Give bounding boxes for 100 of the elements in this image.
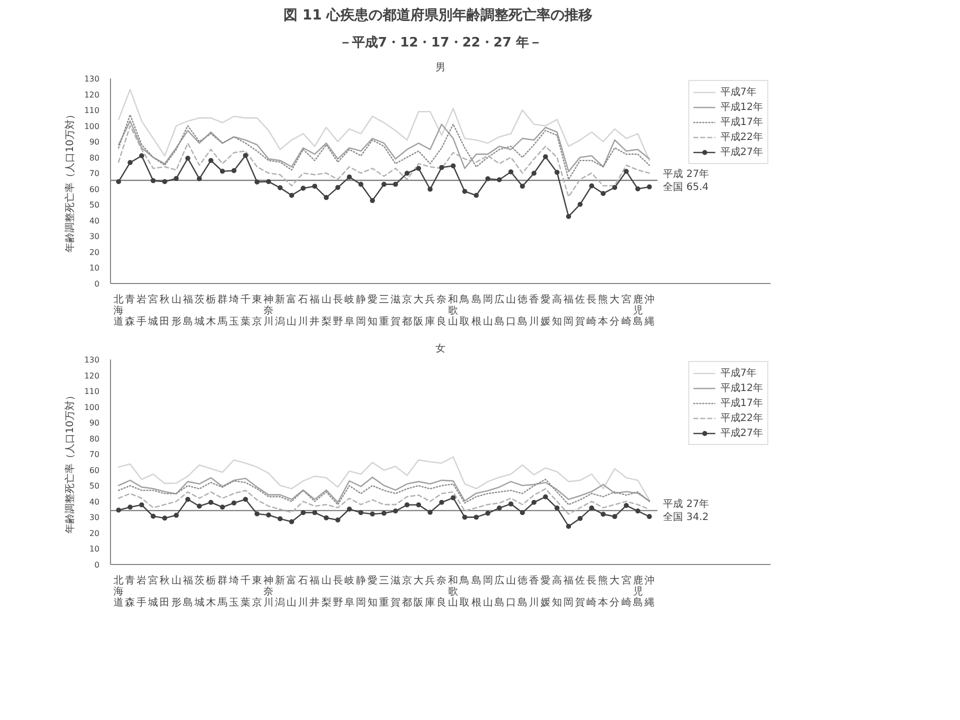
point: [462, 514, 468, 520]
x-tick-label: 富山: [286, 574, 297, 608]
point: [139, 153, 144, 158]
point: [243, 152, 248, 158]
y-tick-label: 120: [84, 371, 100, 380]
x-tick-label: 福岡: [564, 294, 574, 328]
x-tick-label: 石川: [298, 576, 308, 608]
x-tick-label: 愛知: [367, 574, 378, 608]
x-tick-label: 三重: [378, 576, 389, 608]
y-tick-label: 90: [89, 138, 100, 147]
point: [300, 510, 306, 516]
point: [370, 198, 375, 204]
x-tick-label: 宮崎: [621, 294, 632, 328]
x-tick-label: 栃木: [206, 294, 216, 328]
point: [531, 170, 536, 176]
y-tick-label: 10: [89, 544, 100, 554]
x-tick-label: 愛媛: [540, 574, 550, 608]
line-series: [118, 125, 650, 198]
y-tick-label: 100: [84, 122, 100, 131]
point: [496, 506, 502, 511]
x-tick-label: 長野: [332, 576, 343, 608]
x-tick-label: 北海道: [114, 574, 124, 608]
x-tick-label: 大分: [610, 574, 620, 608]
point: [566, 524, 572, 529]
point: [254, 179, 260, 184]
point: [578, 202, 583, 207]
point: [208, 500, 214, 505]
point: [520, 184, 525, 189]
point: [174, 176, 179, 181]
point: [196, 504, 202, 509]
x-tick-label: 群馬: [216, 294, 228, 328]
x-tick-label: 香川: [528, 574, 539, 608]
point: [254, 511, 260, 516]
x-tick-label: 長崎: [586, 576, 597, 608]
point: [393, 182, 398, 187]
x-tick-label: 福岡: [564, 574, 574, 608]
point: [393, 508, 398, 514]
y-axis-title: 年齢調整死亡率（人口10万対）: [64, 390, 76, 534]
y-tick-label: 130: [84, 356, 100, 364]
x-tick-label: 滋賀: [390, 574, 400, 608]
point: [128, 160, 133, 166]
point: [428, 186, 433, 192]
x-tick-label: 岡山: [482, 294, 493, 328]
x-tick-label: 島根: [471, 294, 482, 328]
point: [624, 168, 629, 174]
y-tick-label: 40: [89, 497, 100, 506]
x-tick-label: 宮城: [147, 574, 158, 608]
x-tick-label: 山梨: [321, 574, 332, 608]
x-tick-label: 群馬: [216, 574, 228, 608]
x-tick-label: 沖縄: [643, 294, 654, 328]
point: [450, 163, 456, 168]
legend-label: 平成27年: [720, 146, 763, 159]
line-series: [118, 456, 650, 501]
x-tick-label: 佐賀: [575, 576, 586, 608]
x-tick-label: 茨城: [193, 574, 204, 608]
y-tick-label: 0: [94, 280, 100, 288]
y-tick-label: 120: [84, 90, 100, 100]
point: [139, 502, 144, 508]
x-tick-label: 千葉: [240, 294, 250, 328]
x-tick-label: 鳥取: [458, 294, 470, 328]
point: [358, 182, 364, 187]
x-tick-label: 宮崎: [621, 574, 632, 608]
x-tick-label: 茨城: [193, 294, 204, 328]
y-tick-label: 70: [89, 169, 100, 178]
y-tick-label: 50: [89, 200, 100, 210]
x-tick-label: 佐賀: [575, 294, 586, 328]
y-tick-label: 110: [84, 106, 100, 116]
point: [404, 170, 410, 176]
point: [485, 176, 490, 182]
point: [174, 512, 179, 518]
x-tick-label: 大分: [610, 294, 620, 328]
x-tick-label: 京都: [402, 294, 412, 328]
text: 全国 65.4: [663, 182, 709, 193]
x-tick-label: 岩手: [136, 294, 147, 328]
point: [462, 188, 468, 194]
point: [635, 508, 640, 514]
point: [220, 168, 225, 174]
x-tick-label: 長崎: [586, 294, 597, 328]
point: [208, 158, 214, 163]
point: [612, 184, 618, 190]
point: [370, 512, 375, 517]
point: [243, 496, 248, 502]
y-tick-label: 110: [84, 387, 100, 396]
x-tick-label: 神奈川: [264, 574, 274, 608]
text: 平成 27年: [663, 168, 710, 180]
point: [220, 504, 225, 510]
y-tick-label: 60: [89, 184, 100, 194]
x-tick-label: 山形: [171, 294, 182, 328]
legend-label: 平成27年: [720, 426, 763, 440]
x-tick-label: 岡山: [482, 576, 493, 608]
x-tick-label: 福井: [310, 294, 320, 328]
point: [278, 185, 283, 190]
x-tick-label: 和歌山: [448, 574, 458, 608]
x-tick-label: 広島: [494, 294, 504, 328]
x-tick-label: 愛媛: [540, 294, 550, 328]
x-tick-label: 静岡: [356, 294, 366, 328]
y-tick-label: 100: [84, 402, 100, 412]
x-tick-label: 高知: [552, 574, 562, 608]
point: [439, 500, 444, 505]
point: [416, 166, 422, 171]
